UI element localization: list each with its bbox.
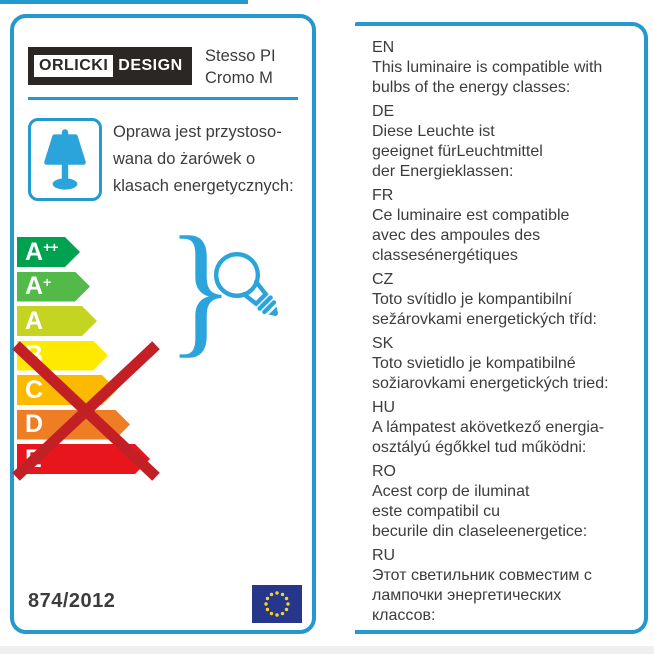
language-text-line: becurile din claseleenergetice: — [372, 523, 588, 540]
language-text-line: este compatibil cu — [372, 503, 501, 520]
header-divider — [28, 97, 298, 100]
language-text-line: лампочки энергетических — [372, 587, 562, 604]
language-code: RU — [372, 547, 396, 564]
language-code: SK — [372, 335, 394, 352]
language-text-line: Acest corp de iluminat — [372, 483, 530, 500]
product-name-line2: Cromo M — [205, 69, 273, 87]
language-text-line: classesénergétiques — [372, 247, 518, 264]
language-block: CZ Toto svítidlo je kompantibilní sežárov… — [372, 270, 640, 330]
language-code: DE — [372, 103, 395, 120]
product-name: Stesso PI Cromo M — [205, 45, 310, 89]
regulation-number: 874/2012 — [28, 590, 116, 612]
language-text-line: This luminaire is compatible with — [372, 59, 603, 76]
energy-label-card: ORLICKI DESIGN Stesso PI Cromo M Oprawa … — [10, 14, 316, 634]
product-name-line1: Stesso PI — [205, 47, 276, 65]
brand-logo-primary: ORLICKI — [34, 55, 114, 77]
language-text-line: Ce luminaire est compatible — [372, 207, 570, 224]
language-code: EN — [372, 39, 395, 56]
translations-card: EN This luminaire is compatible with bulb… — [355, 22, 648, 634]
eu-flag-icon — [252, 585, 302, 623]
language-text-line: der Energieklassen: — [372, 163, 514, 180]
language-code: CZ — [372, 271, 394, 288]
language-block: RO Acest corp de iluminat este compatibil… — [372, 462, 640, 542]
light-bulb-icon — [206, 242, 294, 334]
intro-text-pl: Oprawa jest przystoso- wana do żarówek o… — [113, 119, 308, 200]
language-code: RO — [372, 463, 396, 480]
energy-class-letter: C — [25, 375, 44, 404]
energy-class-letter: A — [25, 272, 44, 300]
energy-class-modifier: ++ — [43, 239, 58, 255]
language-text-line: A lámpatest akövetkező energia- — [372, 419, 605, 436]
energy-class-letter: A — [25, 237, 44, 266]
language-block: HU A lámpatest akövetkező energia-osztál… — [372, 398, 640, 458]
intro-line: wana do żarówek o — [113, 150, 256, 168]
language-block: RU Этот светильник совместим с лампочки э… — [372, 546, 640, 626]
language-block: SK Toto svietidlo je kompatibilné sožiaro… — [372, 334, 640, 394]
page-bottom-edge — [0, 646, 654, 654]
language-text-line: bulbs of the energy classes: — [372, 79, 571, 96]
language-block: DE Diese Leuchte ist geeignet fürLeuchtmi… — [372, 102, 640, 182]
language-text-line: Toto svietidlo je kompatibilné — [372, 355, 576, 372]
energy-class-letter: D — [25, 410, 44, 438]
intro-line: Oprawa jest przystoso- — [113, 123, 282, 141]
language-text-line: sožiarovkami energetických tried: — [372, 375, 609, 392]
energy-class-arrow: A ++ — [17, 237, 80, 267]
language-text-line: osztályú égőkkel tud működni: — [372, 439, 587, 456]
energy-class-arrow: A — [17, 306, 97, 336]
language-text-line: sežárovkami energetických tříd: — [372, 311, 597, 328]
language-text-line: Diese Leuchte ist — [372, 123, 495, 140]
language-text-line: классов: — [372, 607, 436, 624]
language-text-line: Этот светильник совместим с — [372, 567, 592, 584]
energy-scale: A++ A+ A B C D E — [17, 237, 150, 479]
intro-line: klasach energetycznych: — [113, 177, 294, 195]
language-code: FR — [372, 187, 394, 204]
language-text-line: geeignet fürLeuchtmittel — [372, 143, 543, 160]
language-text-line: avec des ampoules des — [372, 227, 541, 244]
energy-class-arrow: A + — [17, 272, 90, 302]
top-edge-line — [0, 0, 248, 4]
language-block: EN This luminaire is compatible with bulb… — [372, 38, 640, 98]
language-block: FR Ce luminaire est compatible avec des a… — [372, 186, 640, 266]
language-code: HU — [372, 399, 396, 416]
red-cross-icon — [12, 341, 160, 481]
brand-logo-secondary: DESIGN — [118, 57, 183, 74]
energy-class-modifier: + — [43, 273, 51, 290]
language-text-line: Toto svítidlo je kompantibilní — [372, 291, 573, 308]
luminaire-pictogram-box — [28, 118, 102, 201]
brand-logo: ORLICKI DESIGN — [28, 47, 192, 85]
table-lamp-icon — [44, 128, 86, 190]
energy-class-letter: A — [25, 306, 44, 335]
